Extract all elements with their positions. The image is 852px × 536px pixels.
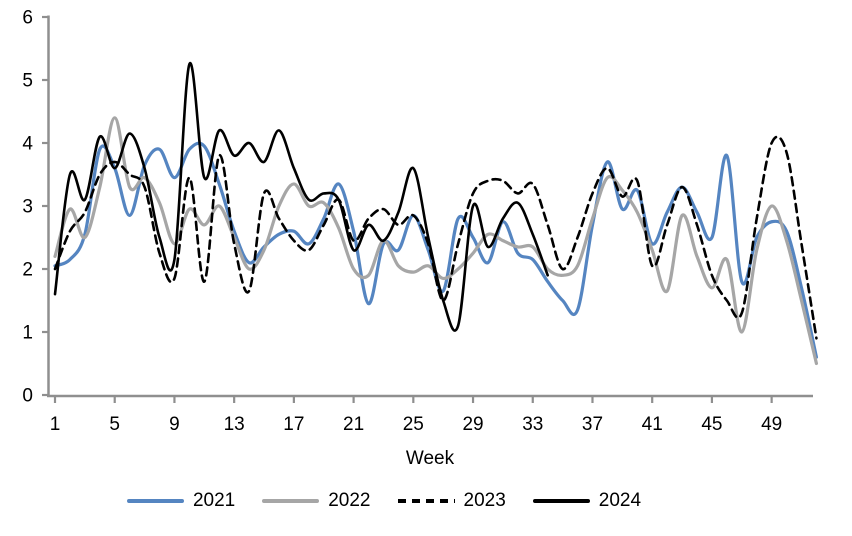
series-line-2024 <box>53 62 549 332</box>
y-tick-label: 0 <box>22 386 33 407</box>
legend-label-2021: 2021 <box>192 490 236 511</box>
x-tick-label: 17 <box>283 414 304 435</box>
x-tick-label: 49 <box>761 414 782 435</box>
y-tick-label: 3 <box>22 197 33 218</box>
x-tick-label: 41 <box>642 414 663 435</box>
x-tick-label: 33 <box>522 414 543 435</box>
legend-item-2021: 2021 <box>126 490 236 511</box>
x-tick-label: 1 <box>50 414 61 435</box>
legend-swatch-2023 <box>397 498 455 503</box>
x-axis-title: Week <box>406 448 455 469</box>
y-tick-label: 6 <box>22 8 33 29</box>
legend-label-2023: 2023 <box>463 490 506 511</box>
legend-item-2024: 2024 <box>532 490 642 511</box>
series-line-2021 <box>53 141 819 359</box>
legend-swatch-2021 <box>126 498 184 503</box>
legend-label-2024: 2024 <box>598 490 642 511</box>
legend-swatch-2024 <box>532 498 590 503</box>
x-tick-label: 45 <box>701 414 722 435</box>
x-tick-label: 13 <box>224 414 245 435</box>
x-tick-label: 25 <box>403 414 424 435</box>
x-tick-label: 37 <box>582 414 603 435</box>
series-line-2023 <box>53 135 818 340</box>
legend-item-2023: 2023 <box>397 490 506 511</box>
y-tick-label: 2 <box>22 260 33 281</box>
x-tick-label: 29 <box>462 414 483 435</box>
x-tick-label: 9 <box>169 414 180 435</box>
chart-legend: 2021 2022 2023 2024 <box>0 491 810 510</box>
legend-item-2022: 2022 <box>262 490 371 511</box>
y-tick-label: 5 <box>22 71 33 92</box>
y-tick-label: 1 <box>22 323 33 344</box>
x-tick-label: 21 <box>343 414 364 435</box>
legend-label-2022: 2022 <box>328 490 371 511</box>
x-tick-label: 5 <box>109 414 120 435</box>
legend-swatch-2022 <box>262 498 320 503</box>
y-tick-label: 4 <box>22 134 33 155</box>
